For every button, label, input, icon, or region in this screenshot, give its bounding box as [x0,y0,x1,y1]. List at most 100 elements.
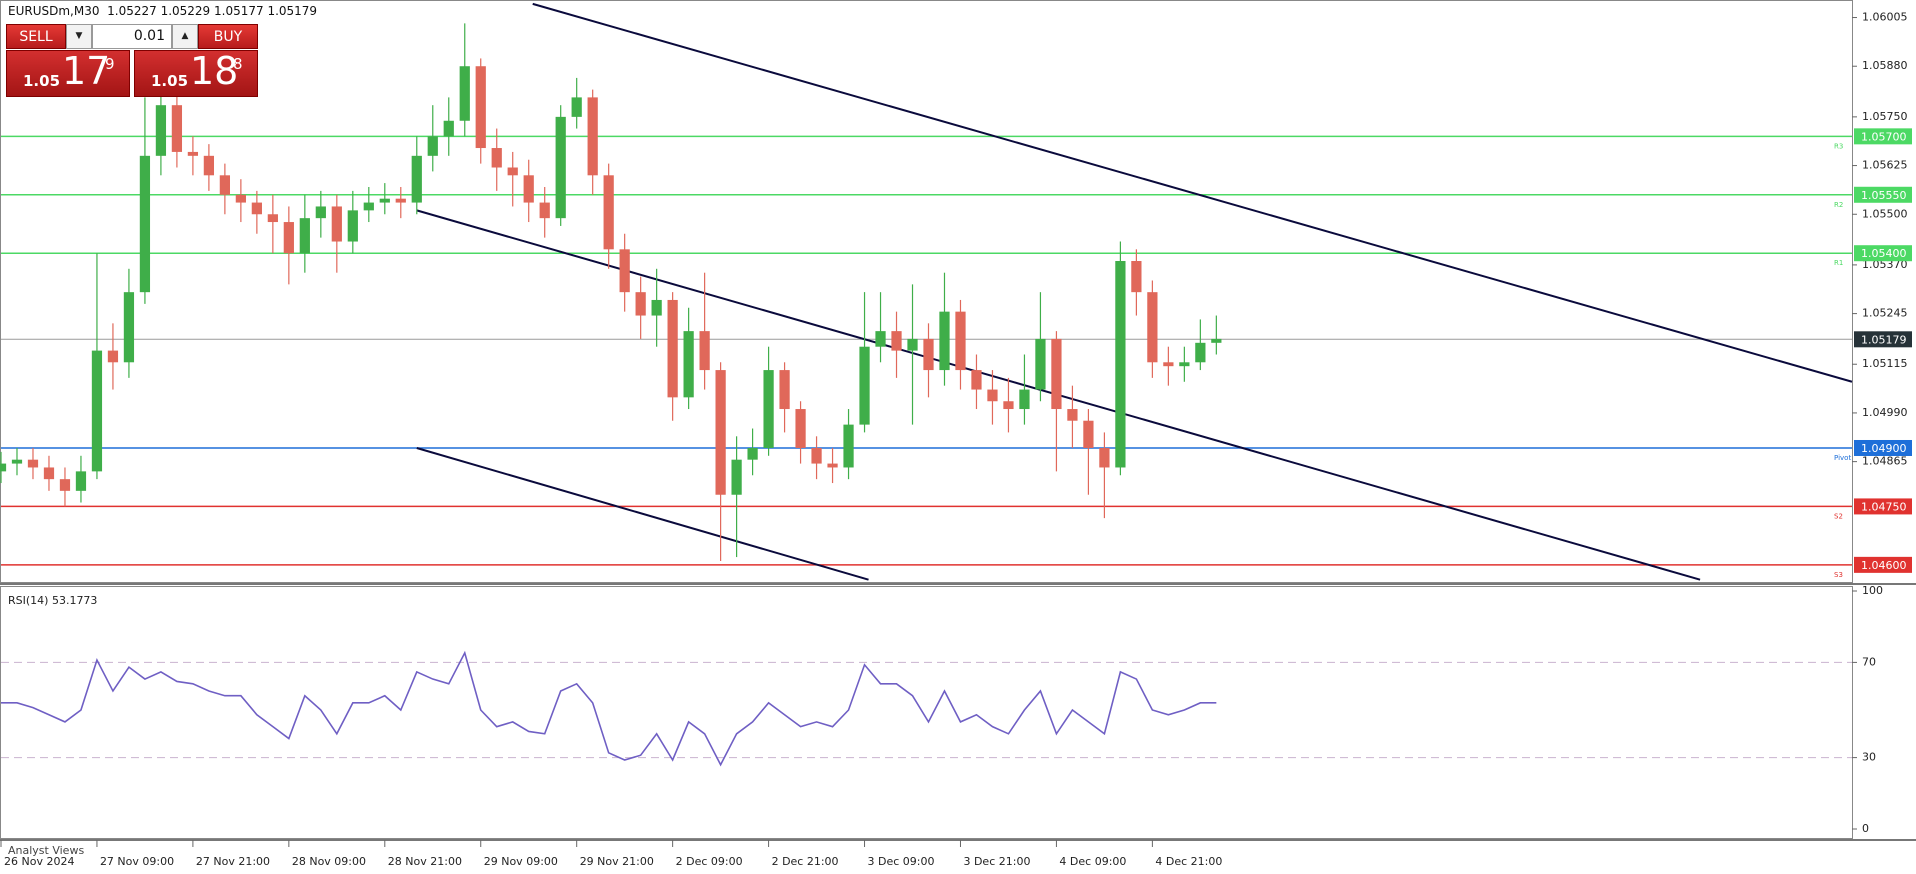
candle-body [443,120,454,137]
candle-body [699,331,710,371]
candle-body [347,210,358,242]
candle-body [859,346,870,425]
level-price-label: 1.05550 [1861,189,1907,202]
buy-button[interactable]: BUY [198,24,258,49]
candle-body [747,447,758,460]
ask-main: 18 [190,49,239,93]
candle-body [939,311,950,371]
trendline [416,447,869,581]
symbol: EURUSDm,M30 [8,4,100,18]
candle-body [1163,362,1174,367]
level-price-label: 1.04750 [1861,500,1907,513]
candle-body [11,459,23,464]
candle-body [283,222,294,254]
x-tick-label: 27 Nov 21:00 [196,855,270,868]
x-tick-label: 28 Nov 09:00 [292,855,366,868]
level-tag: S3 [1834,571,1843,579]
y-tick-label: 1.06005 [1862,11,1908,24]
level-price-box [1854,331,1912,348]
candle-body [299,218,310,254]
candle-body [475,66,486,149]
bid-main: 17 [62,49,111,93]
candle-body [219,175,230,195]
candle-body [523,175,534,203]
candle-body [1115,261,1126,468]
candle-body [619,249,630,293]
level-price-box [1854,245,1912,262]
ohlc: 1.05227 1.05229 1.05177 1.05179 [107,4,318,18]
candle-body [779,370,790,410]
candle-body [187,151,199,156]
y-tick-label: 1.05750 [1862,110,1908,123]
level-price-label: 1.05400 [1861,247,1907,260]
x-tick-label: 28 Nov 21:00 [388,855,462,868]
candle-body [1131,261,1142,293]
candle-body [1083,420,1094,448]
y-tick-label: 70 [1862,655,1876,668]
one-click-trading: SELL ▼ 0.01 ▲ BUY 1.05 17 9 1.05 18 8 [6,24,258,98]
bid-big: 1.05 [23,72,61,90]
candle-body [971,370,982,390]
candle-body [987,389,998,402]
candle-body [843,424,854,468]
candle-body [571,97,582,117]
bid-pip: 9 [105,55,115,73]
candle-body [251,202,262,215]
lot-up[interactable]: ▲ [172,24,198,49]
candle-body [827,463,838,468]
level-tag: S2 [1834,512,1843,520]
ask-price[interactable]: 1.05 18 8 [134,49,258,97]
candle-body [59,479,71,491]
y-tick-label: 1.04865 [1862,455,1908,468]
lot-down[interactable]: ▼ [66,24,92,49]
rsi-title: RSI(14) 53.1773 [8,594,97,607]
y-tick-label: 0 [1862,822,1869,835]
candle-body [763,370,774,448]
candle-body [1051,338,1062,410]
candle-body [107,350,119,363]
x-tick-label: 2 Dec 21:00 [772,855,839,868]
candle-body [75,471,87,491]
level-price-label: 1.04600 [1861,559,1907,572]
candle-body [91,350,103,472]
x-tick-label: 27 Nov 09:00 [100,855,174,868]
y-tick-label: 30 [1862,751,1876,764]
candle-body [539,202,550,219]
candle-body [811,447,822,464]
analyst-views-tab[interactable]: Analyst Views [8,844,85,857]
trendline [532,2,1853,383]
candle-body [459,66,470,121]
y-tick-label: 1.05500 [1862,207,1908,220]
level-tag: R2 [1834,201,1843,209]
candle-body [603,175,614,250]
y-tick-label: 100 [1862,584,1883,597]
rsi-line [1,650,1217,767]
level-price-label: 1.05179 [1861,333,1907,346]
x-tick-label: 3 Dec 21:00 [963,855,1030,868]
x-tick-label: 4 Dec 09:00 [1059,855,1126,868]
level-price-box [1854,128,1912,145]
candle-body [139,155,151,293]
x-tick-label: 3 Dec 09:00 [868,855,935,868]
candle-body [235,194,246,203]
candle-body [27,459,39,468]
level-price-label: 1.05700 [1861,130,1907,143]
candle-body [651,299,662,316]
y-tick-label: 1.05245 [1862,307,1908,320]
level-price-box [1854,556,1912,573]
lot-input[interactable]: 0.01 [92,24,172,49]
sell-button[interactable]: SELL [6,24,66,49]
level-price-box [1854,186,1912,203]
bid-price[interactable]: 1.05 17 9 [6,49,130,97]
candle-body [379,198,390,203]
candle-body [0,463,7,472]
level-tag: Pivot [1834,454,1851,462]
candle-body [1019,389,1030,410]
candle-body [123,292,135,363]
level-tag: R1 [1834,259,1843,267]
y-tick-label: 1.05115 [1862,357,1908,370]
candle-body [315,206,326,219]
candle-body [795,409,806,448]
y-tick-label: 1.04990 [1862,406,1908,419]
candle-body [635,292,646,316]
